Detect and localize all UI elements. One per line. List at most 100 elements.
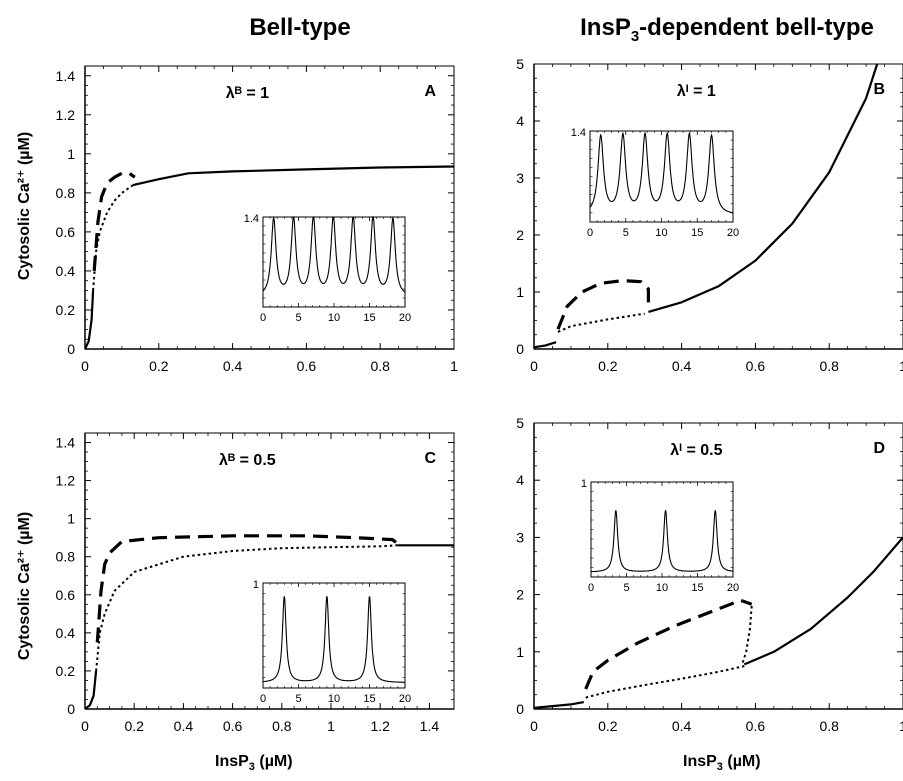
y-tick-label-b: 3 xyxy=(516,170,524,186)
inset-x-tick-label-c: 20 xyxy=(399,693,411,705)
x-tick-label-d: 0.4 xyxy=(672,718,692,734)
x-tick-label-c: 1 xyxy=(327,718,335,734)
series-solid-d-4 xyxy=(743,536,903,666)
y-tick-label-c: 0.8 xyxy=(56,549,76,565)
x-tick-label-a: 1 xyxy=(450,358,458,374)
series-group-c xyxy=(85,534,454,709)
y-tick-label-c: 1.4 xyxy=(56,435,76,451)
y-tick-label-c: 1 xyxy=(67,511,75,527)
x-tick-label-d: 0.6 xyxy=(746,718,766,734)
inset-y-tick-label-c: 1 xyxy=(253,579,259,591)
y-tick-label-a: 1.4 xyxy=(56,68,76,84)
y-tick-label-a: 0 xyxy=(67,341,75,357)
y-tick-label-d: 4 xyxy=(516,472,524,488)
inset-x-tick-label-c: 5 xyxy=(295,693,301,705)
y-tick-label-a: 1.2 xyxy=(56,107,76,123)
series-solid-d-0 xyxy=(534,701,584,709)
x-tick-label-b: 0.2 xyxy=(598,358,618,374)
y-tick-label-b: 2 xyxy=(516,227,524,243)
inset-frame-d xyxy=(590,481,734,578)
y-tick-label-c: 1.2 xyxy=(56,473,76,489)
y-tick-label-a: 0.6 xyxy=(56,224,76,240)
inset-x-tick-label-a: 10 xyxy=(328,312,340,324)
x-tick-label-c: 0.2 xyxy=(124,718,144,734)
panel-letter-a: A xyxy=(424,83,436,100)
lambda-annotation-c: λᴮ = 0.5 xyxy=(219,452,276,469)
inset-c: 0 5 10 15 20 1 xyxy=(253,579,411,705)
y-tick-label-a: 0.2 xyxy=(56,302,76,318)
inset-d: 0 5 10 15 20 1 xyxy=(581,478,739,594)
inset-x-tick-label-b: 15 xyxy=(691,227,703,239)
x-tick-label-c: 1.4 xyxy=(420,718,440,734)
y-tick-label-d: 0 xyxy=(516,701,524,717)
series-group-a xyxy=(85,165,454,349)
x-tick-label-a: 0.8 xyxy=(370,358,390,374)
y-tick-label-c: 0.6 xyxy=(56,587,76,603)
lambda-annotation-d: λᴵ = 0.5 xyxy=(670,442,722,459)
y-tick-label-d: 2 xyxy=(516,587,524,603)
x-tick-label-c: 0.8 xyxy=(272,718,292,734)
x-tick-label-a: 0 xyxy=(81,358,89,374)
x-tick-label-c: 1.2 xyxy=(370,718,390,734)
inset-y-tick-label-d: 1 xyxy=(581,478,587,490)
x-tick-label-a: 0.2 xyxy=(149,358,169,374)
inset-y-tick-label-b: 1.4 xyxy=(571,127,586,139)
x-tick-label-b: 0.6 xyxy=(746,358,766,374)
inset-trace-a xyxy=(262,216,406,293)
panel-letter-b: B xyxy=(873,81,885,98)
inset-trace-b xyxy=(589,131,733,214)
x-axis-label-right: InsP3 (µM) xyxy=(683,753,761,774)
series-dashed-b-2 xyxy=(556,279,650,330)
series-dashed-d-2 xyxy=(584,598,753,690)
y-tick-label-d: 3 xyxy=(516,529,524,545)
y-tick-label-a: 0.4 xyxy=(56,263,76,279)
panel-letter-c: C xyxy=(424,450,436,467)
series-group-d xyxy=(534,536,903,709)
inset-x-tick-label-a: 5 xyxy=(295,312,301,324)
series-dotted-a-1 xyxy=(92,184,134,291)
series-dotted-d-1 xyxy=(585,665,745,699)
y-tick-label-c: 0.2 xyxy=(56,663,76,679)
inset-x-tick-label-c: 15 xyxy=(363,693,375,705)
y-tick-label-c: 0 xyxy=(67,701,75,717)
x-tick-label-a: 0.4 xyxy=(223,358,243,374)
x-tick-label-d: 0.2 xyxy=(598,718,618,734)
inset-x-tick-label-a: 15 xyxy=(363,312,375,324)
title-bell-type: Bell-type xyxy=(249,14,351,41)
inset-frame-a xyxy=(262,216,406,308)
series-dotted-c-1 xyxy=(95,544,398,671)
inset-x-tick-label-b: 5 xyxy=(623,227,629,239)
inset-x-tick-label-a: 0 xyxy=(260,312,266,324)
x-tick-label-b: 1 xyxy=(899,358,903,374)
inset-x-tick-label-c: 10 xyxy=(328,693,340,705)
inset-x-tick-label-d: 15 xyxy=(691,582,703,594)
inset-x-tick-label-d: 5 xyxy=(623,582,629,594)
x-tick-label-d: 0 xyxy=(530,718,538,734)
series-solid-b-3 xyxy=(648,64,879,313)
y-tick-label-b: 5 xyxy=(516,56,524,72)
panel-c: 0 0.2 0.4 0.6 0.8 1 1.2 1.4 0 0.2 0.4 0.6 0.8 1 1.2 1.4… xyxy=(56,432,455,734)
inset-x-tick-label-d: 0 xyxy=(588,582,594,594)
y-tick-label-b: 0 xyxy=(516,341,524,357)
series-solid-a-0 xyxy=(85,290,95,349)
x-axis-label-left: InsP3 (µM) xyxy=(215,753,293,774)
y-tick-label-c: 0.4 xyxy=(56,625,76,641)
series-group-b xyxy=(534,64,879,349)
inset-x-tick-label-c: 0 xyxy=(260,693,266,705)
x-tick-label-c: 0 xyxy=(81,718,89,734)
inset-x-tick-label-a: 20 xyxy=(399,312,411,324)
x-tick-label-b: 0.8 xyxy=(819,358,839,374)
inset-trace-c xyxy=(262,596,405,683)
x-tick-label-c: 0.4 xyxy=(174,718,194,734)
inset-x-tick-label-d: 20 xyxy=(727,582,739,594)
series-dotted-b-1 xyxy=(557,312,645,333)
lambda-annotation-a: λᴮ = 1 xyxy=(226,85,269,102)
x-tick-label-d: 1 xyxy=(899,718,903,734)
title-insp3-dependent-bell-type: InsP3-dependent bell-type xyxy=(580,14,874,45)
panel-letter-d: D xyxy=(873,440,885,457)
series-solid-c-0 xyxy=(85,670,98,709)
inset-y-tick-label-a: 1.4 xyxy=(244,213,259,225)
inset-frame-b xyxy=(589,130,734,223)
